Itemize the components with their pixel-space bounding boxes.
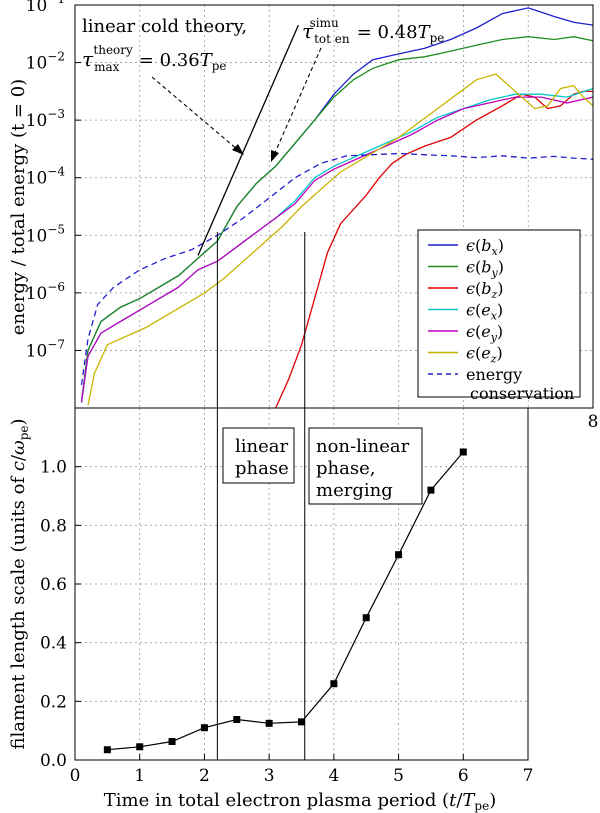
length-point-0: [103, 746, 111, 754]
energy-y-ticks: 10−7 10−6 10−5 10−4 10−3 10−2 10−1: [26, 0, 81, 361]
length-x-ticks: 0 1 2 3 4 5 6 7: [70, 754, 534, 786]
length-point-10: [427, 486, 435, 494]
length-point-9: [395, 551, 403, 559]
simu-annotation: τtot ensimu = 0.48Tpe: [302, 16, 444, 46]
energy-y-tick-label: 10−3: [26, 107, 65, 131]
length-point-4: [233, 716, 241, 724]
nonlinear-phase-text-3: merging: [316, 480, 393, 501]
length-point-5: [265, 719, 273, 727]
length-gridlines: [75, 408, 528, 760]
length-x-tick-label: 6: [458, 766, 469, 786]
energy-y-tick-label: 10−6: [26, 280, 65, 304]
length-y-tick-label: 0.8: [40, 516, 67, 536]
energy-series-2: [275, 90, 593, 409]
legend-label-0: ϵ(bx): [466, 236, 504, 258]
energy-y-tick-label: 10−5: [26, 222, 65, 246]
theory-growth-line: [197, 24, 299, 256]
length-y-axis-label: filament length scale (units of c/ωpe): [8, 418, 31, 749]
energy-y-tick-label: 10−7: [26, 337, 65, 361]
length-point-6: [298, 718, 305, 726]
length-x-tick-label: 0: [70, 766, 81, 786]
theory-annotation-line2: τmaxtheory = 0.36Tpe: [82, 43, 227, 74]
length-point-7: [330, 680, 338, 688]
nonlinear-phase-text-2: phase,: [316, 458, 375, 479]
linear-phase-text-2: phase: [235, 458, 289, 479]
energy-y-tick-label: 10−4: [26, 165, 66, 189]
length-y-tick-label: 1.0: [40, 458, 67, 478]
length-point-8: [362, 614, 370, 622]
length-x-tick-label: 7: [523, 766, 534, 786]
length-y-tick-label: 0.2: [40, 692, 67, 712]
energy-y-tick-label: 10−2: [26, 50, 65, 74]
length-point-2: [168, 738, 176, 746]
energy-series-6: [80, 152, 594, 386]
legend-label-3: ϵ(ex): [466, 301, 503, 323]
length-x-tick-label: 1: [134, 766, 145, 786]
nonlinear-phase-box: [308, 427, 423, 505]
length-series: [103, 448, 467, 754]
linear-phase-text-1: linear: [235, 436, 288, 457]
theory-annotation-line1: linear cold theory,: [82, 16, 247, 37]
length-scale-panel: 0 1 2 3 4 5 6 7 0.0 0.2 0.4 0.6 0.8 1.0 linear phase…: [8, 232, 533, 813]
energy-series-4: [80, 96, 594, 403]
legend-frame: [417, 229, 581, 398]
energy-series: [80, 7, 594, 409]
legend-label-5: ϵ(ez): [466, 344, 503, 366]
length-x-tick-label: 3: [264, 766, 275, 786]
length-point-3: [200, 724, 208, 732]
length-y-tick-label: 0.6: [40, 575, 67, 595]
legend-items: ϵ(bx)ϵ(by)ϵ(bz)ϵ(ex)ϵ(ey)ϵ(ez)energycons…: [428, 236, 574, 403]
legend-label-6-1: conservation: [470, 384, 574, 403]
length-point-11: [459, 448, 467, 456]
energy-series-5: [87, 73, 594, 406]
length-y-tick-label: 0.0: [40, 751, 67, 771]
linear-phase-box: [222, 427, 295, 484]
energy-panel: 10−7 10−6 10−5 10−4 10−3 10−2 10−1 energy / to…: [8, 0, 598, 432]
energy-series-1: [80, 36, 594, 403]
length-point-1: [136, 743, 144, 751]
length-x-tick-label: 4: [328, 766, 339, 786]
legend: ϵ(bx)ϵ(by)ϵ(bz)ϵ(ex)ϵ(ey)ϵ(ez)energycons…: [417, 229, 581, 403]
simu-arrow: [271, 47, 322, 162]
length-x-tick-label: 5: [393, 766, 404, 786]
energy-y-axis-label: energy / total energy (t = 0): [8, 79, 29, 335]
length-y-tick-label: 0.4: [40, 634, 67, 654]
length-x-tick-label: 2: [199, 766, 210, 786]
length-x-axis-label: Time in total electron plasma period (t/…: [104, 790, 497, 813]
length-series-line: [107, 451, 464, 751]
legend-label-2: ϵ(bz): [466, 279, 504, 301]
annotations: linear cold theory, τmaxtheory = 0.36Tpe …: [82, 16, 444, 162]
legend-label-6-0: energy: [466, 365, 522, 384]
legend-label-1: ϵ(by): [466, 258, 504, 280]
nonlinear-phase-text-1: non-linear: [316, 436, 410, 457]
phase-lines: [216, 232, 306, 760]
nonlinear-phase-label: non-linear phase, merging: [308, 427, 423, 505]
length-y-ticks: 0.0 0.2 0.4 0.6 0.8 1.0: [40, 458, 81, 771]
linear-phase-label: linear phase: [222, 427, 295, 484]
energy-y-tick-label: 10−1: [26, 0, 65, 16]
theory-arrow: [151, 76, 244, 155]
legend-label-4: ϵ(ey): [466, 322, 503, 344]
energy-x-tick-8: 8: [588, 412, 599, 432]
